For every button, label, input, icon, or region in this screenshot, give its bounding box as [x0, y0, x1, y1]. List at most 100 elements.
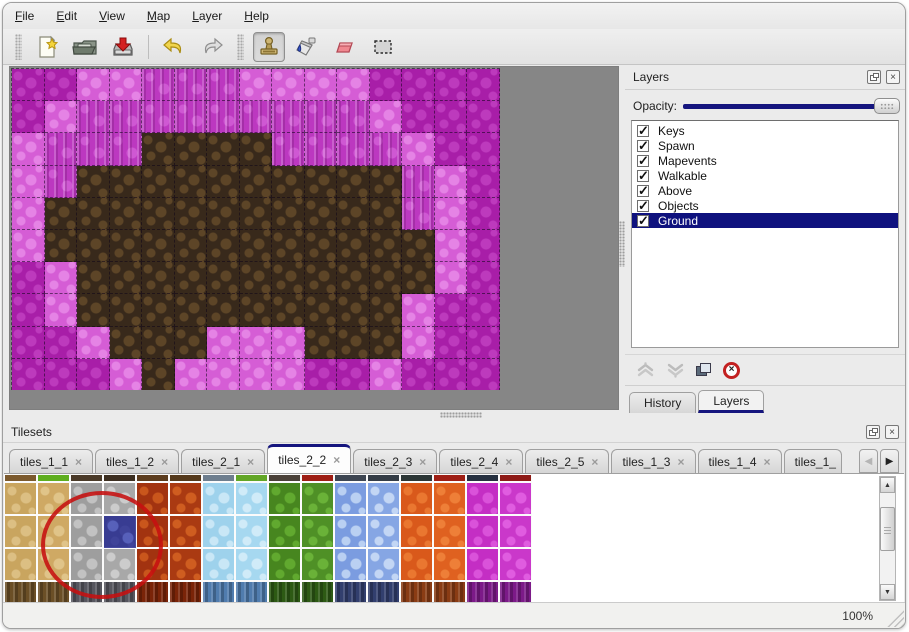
- close-tab-icon[interactable]: ×: [247, 454, 255, 469]
- tileset-tile[interactable]: [202, 581, 235, 602]
- layer-visibility-checkbox[interactable]: [637, 123, 649, 139]
- tileset-tile[interactable]: [136, 581, 169, 602]
- map-tile[interactable]: [304, 101, 337, 134]
- map-tile[interactable]: [467, 133, 500, 166]
- scroll-tabs-right-button[interactable]: ▶: [880, 449, 899, 473]
- vertical-splitter-handle[interactable]: [619, 221, 625, 267]
- tileset-tile[interactable]: [169, 515, 202, 548]
- map-tile[interactable]: [142, 69, 175, 102]
- close-panel-icon[interactable]: ×: [886, 70, 900, 84]
- map-tile[interactable]: [304, 165, 337, 198]
- tileset-tile[interactable]: [400, 474, 433, 482]
- map-tile[interactable]: [467, 326, 500, 359]
- tileset-tile[interactable]: [4, 474, 37, 482]
- map-tile[interactable]: [174, 133, 207, 166]
- tileset-tile[interactable]: [433, 515, 466, 548]
- map-tile[interactable]: [12, 69, 45, 102]
- map-tile[interactable]: [12, 229, 45, 263]
- layer-row-spawn[interactable]: Spawn: [632, 138, 898, 154]
- new-map-button[interactable]: [31, 32, 63, 62]
- tileset-tile[interactable]: [499, 581, 532, 602]
- map-tile[interactable]: [44, 101, 77, 134]
- tileset-tile[interactable]: [433, 581, 466, 602]
- tileset-tile[interactable]: [235, 515, 268, 548]
- toolbar-grip-handle[interactable]: [15, 33, 22, 60]
- menu-edit[interactable]: Edit: [56, 9, 78, 23]
- map-tile[interactable]: [44, 165, 77, 198]
- map-tile[interactable]: [402, 326, 435, 359]
- map-tile[interactable]: [402, 358, 435, 390]
- map-viewport[interactable]: [9, 66, 619, 410]
- tileset-tile[interactable]: [235, 581, 268, 602]
- map-tile[interactable]: [142, 326, 175, 359]
- map-tile[interactable]: [402, 101, 435, 134]
- map-tile[interactable]: [434, 197, 467, 230]
- map-tile[interactable]: [44, 197, 77, 230]
- duplicate-layer-button[interactable]: [696, 363, 712, 377]
- eraser-tool-button[interactable]: [329, 32, 361, 62]
- map-tile[interactable]: [207, 294, 240, 327]
- redo-button[interactable]: [196, 32, 228, 62]
- tileset-tile[interactable]: [433, 482, 466, 515]
- map-tile[interactable]: [77, 101, 110, 134]
- map-tile[interactable]: [142, 294, 175, 327]
- tileset-tab-tiles_1_4[interactable]: tiles_1_4 ×: [697, 449, 782, 473]
- map-tile[interactable]: [272, 358, 305, 390]
- map-tile[interactable]: [109, 262, 142, 295]
- tileset-tile[interactable]: [37, 474, 70, 482]
- tileset-tile[interactable]: [4, 515, 37, 548]
- map-tile[interactable]: [174, 229, 207, 263]
- tileset-tile[interactable]: [334, 581, 367, 602]
- map-tile[interactable]: [337, 358, 370, 390]
- map-tile[interactable]: [369, 101, 402, 134]
- horizontal-splitter-handle[interactable]: [440, 412, 482, 418]
- map-tile[interactable]: [109, 294, 142, 327]
- map-tile[interactable]: [337, 326, 370, 359]
- map-tile[interactable]: [44, 358, 77, 390]
- map-tile[interactable]: [369, 133, 402, 166]
- tileset-tab-tiles_1_2[interactable]: tiles_1_2 ×: [95, 449, 180, 473]
- tileset-tile[interactable]: [268, 474, 301, 482]
- layer-row-ground[interactable]: Ground: [632, 213, 898, 229]
- tileset-tab-tiles_2_1[interactable]: tiles_2_1 ×: [181, 449, 266, 473]
- tileset-tab-tiles_1_1[interactable]: tiles_1_1 ×: [9, 449, 94, 473]
- move-layer-up-button[interactable]: [636, 361, 655, 379]
- tileset-tile[interactable]: [499, 482, 532, 515]
- tileset-tab-tiles_2_4[interactable]: tiles_2_4 ×: [439, 449, 524, 473]
- open-map-button[interactable]: [69, 32, 101, 62]
- tileset-tile[interactable]: [169, 482, 202, 515]
- tileset-tab-tiles_2_5[interactable]: tiles_2_5 ×: [525, 449, 610, 473]
- tileset-tile[interactable]: [70, 474, 103, 482]
- map-tile[interactable]: [142, 262, 175, 295]
- delete-layer-button[interactable]: ×: [723, 361, 740, 379]
- map-tile[interactable]: [337, 69, 370, 102]
- menu-view[interactable]: View: [99, 9, 125, 23]
- layer-visibility-checkbox[interactable]: [637, 183, 649, 199]
- map-tile[interactable]: [142, 358, 175, 390]
- tileset-scrollbar[interactable]: ▲ ▼: [879, 476, 896, 601]
- map-tile[interactable]: [467, 262, 500, 295]
- map-tile[interactable]: [174, 165, 207, 198]
- close-tab-icon[interactable]: ×: [161, 454, 169, 469]
- map-tile[interactable]: [109, 229, 142, 263]
- scrollbar-thumb[interactable]: [880, 507, 895, 551]
- map-tile[interactable]: [239, 165, 272, 198]
- layer-row-objects[interactable]: Objects: [632, 198, 898, 214]
- stamp-tool-button[interactable]: [253, 31, 285, 62]
- tileset-tab-tiles_1_[interactable]: tiles_1_: [783, 449, 842, 473]
- layer-visibility-checkbox[interactable]: [637, 213, 649, 229]
- map-tile[interactable]: [109, 69, 142, 102]
- map-tile[interactable]: [337, 262, 370, 295]
- tileset-tile[interactable]: [268, 515, 301, 548]
- float-panel-icon[interactable]: [867, 70, 881, 84]
- map-tile[interactable]: [337, 197, 370, 230]
- map-tile[interactable]: [304, 69, 337, 102]
- map-tile[interactable]: [12, 101, 45, 134]
- map-tile[interactable]: [12, 165, 45, 198]
- resize-grip[interactable]: [884, 607, 904, 627]
- map-tile[interactable]: [77, 262, 110, 295]
- map-tile[interactable]: [77, 326, 110, 359]
- tileset-tile[interactable]: [367, 474, 400, 482]
- map-tile[interactable]: [402, 229, 435, 263]
- map-tile[interactable]: [402, 69, 435, 102]
